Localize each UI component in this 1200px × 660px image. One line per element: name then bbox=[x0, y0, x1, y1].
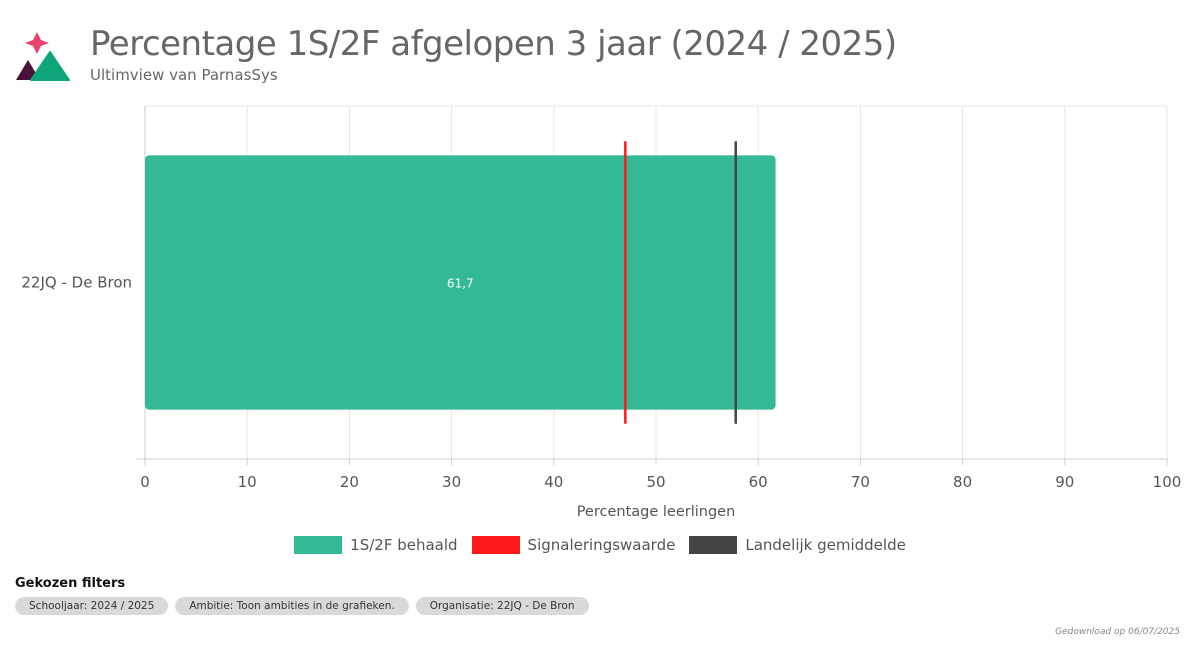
legend-swatch bbox=[689, 536, 738, 554]
legend-item[interactable]: Signaleringswaarde bbox=[471, 536, 676, 554]
x-tick-label: 80 bbox=[953, 473, 972, 491]
chart-legend: 1S/2F behaald Signaleringswaarde Landelijk… bbox=[0, 536, 1200, 554]
x-tick-label: 70 bbox=[851, 473, 870, 491]
bar bbox=[145, 155, 776, 410]
legend-swatch bbox=[294, 536, 343, 554]
x-tick-label: 100 bbox=[1153, 473, 1182, 491]
x-tick-label: 10 bbox=[238, 473, 257, 491]
x-tick-label: 60 bbox=[749, 473, 768, 491]
legend-label: Landelijk gemiddelde bbox=[745, 536, 906, 554]
x-axis-title: Percentage leerlingen bbox=[577, 504, 736, 520]
x-tick-label: 40 bbox=[544, 473, 563, 491]
filter-chip-schooljaar: Schooljaar: 2024 / 2025 bbox=[15, 597, 169, 615]
page-subtitle: Ultimview van ParnasSys bbox=[90, 66, 278, 84]
legend-swatch bbox=[471, 536, 520, 554]
x-tick-label: 20 bbox=[340, 473, 359, 491]
filters-heading: Gekozen filters bbox=[15, 576, 126, 591]
legend-item[interactable]: Landelijk gemiddelde bbox=[689, 536, 906, 554]
page-title: Percentage 1S/2F afgelopen 3 jaar (2024 … bbox=[90, 24, 897, 64]
bar-data-label: 61,7 bbox=[447, 277, 474, 291]
x-tick-label: 90 bbox=[1055, 473, 1074, 491]
filter-chip-organisatie: Organisatie: 22JQ - De Bron bbox=[415, 597, 589, 615]
bar-chart: 0 10 20 30 40 50 60 70 80 90 100 Percentage leerlin… bbox=[21, 105, 1182, 520]
y-category-label: 22JQ - De Bron bbox=[21, 274, 132, 292]
filter-chip-ambitie: Ambitie: Toon ambities in de grafieken. bbox=[175, 597, 409, 615]
x-tick-label: 50 bbox=[646, 473, 665, 491]
legend-label: Signaleringswaarde bbox=[527, 536, 676, 554]
ultimview-logo bbox=[16, 32, 70, 81]
legend-label: 1S/2F behaald bbox=[350, 536, 458, 554]
legend-item[interactable]: 1S/2F behaald bbox=[294, 536, 458, 554]
filter-chips: Schooljaar: 2024 / 2025 Ambitie: Toon am… bbox=[15, 597, 589, 615]
download-date: Gedownload op 06/07/2025 bbox=[1055, 627, 1180, 637]
x-tick-label: 30 bbox=[442, 473, 461, 491]
x-tick-label: 0 bbox=[140, 473, 150, 491]
